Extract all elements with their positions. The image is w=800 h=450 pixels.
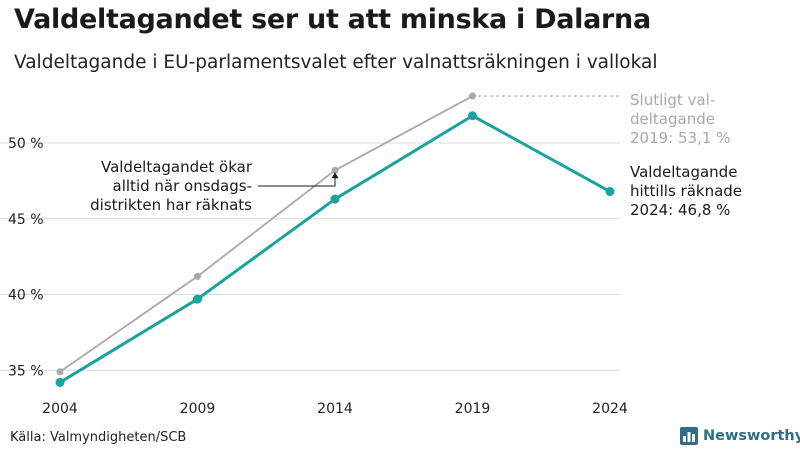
data-point-election_night	[330, 194, 340, 204]
annotation-counted-2024-line: 2024: 46,8 %	[630, 201, 730, 219]
y-tick-label: 35 %	[8, 363, 44, 379]
annotation-arrow-head	[331, 172, 339, 179]
annotation-final-2019-line: Slutligt val-	[630, 91, 715, 109]
source-note: Källa: Valmyndigheten/SCB	[10, 430, 187, 445]
data-point-final	[469, 92, 476, 100]
chart-title: Valdeltagandet ser ut att minska i Dalar…	[14, 4, 651, 35]
logo-text: Newsworthy	[703, 428, 800, 444]
annotation-wednesday-line: alltid när onsdags-	[113, 177, 252, 195]
annotation-counted-2024: Valdeltagande hittills räknade 2024: 46,8 …	[630, 163, 742, 219]
chart-subtitle: Valdeltagande i EU-parlamentsvalet efter…	[14, 52, 658, 73]
data-point-final	[194, 272, 201, 280]
x-tick-label: 2024	[592, 401, 628, 417]
data-point-election_night	[468, 111, 477, 121]
annotation-wednesday-line: Valdeltagandet ökar	[101, 158, 253, 176]
bar-chart-icon	[680, 427, 698, 445]
x-tick-label: 2014	[317, 401, 353, 417]
series-line-final	[59, 95, 473, 373]
data-point-final	[56, 368, 64, 376]
x-tick-label: 2004	[42, 401, 78, 417]
annotation-final-2019-line: deltagande	[630, 110, 715, 128]
annotation-wednesday-line: distrikten har räknats	[90, 196, 252, 214]
annotation-counted-2024-line: hittills räknade	[630, 182, 742, 200]
annotation-final-2019-line: 2019: 53,1 %	[630, 129, 730, 147]
series-line-election_night	[59, 114, 611, 384]
annotation-final-2019: Slutligt val-deltagande 2019: 53,1 %	[630, 91, 730, 147]
annotation-wednesday: Valdeltagandet ökar alltid när onsdags-di…	[90, 158, 253, 214]
data-point-election_night	[55, 377, 65, 387]
y-tick-label: 40 %	[8, 288, 44, 304]
data-point-election_night	[193, 294, 202, 304]
annotation-counted-2024-line: Valdeltagande	[630, 163, 737, 181]
y-tick-label: 45 %	[8, 212, 44, 228]
data-point-election_night	[605, 187, 615, 197]
x-tick-label: 2019	[455, 401, 491, 417]
data-point-final	[331, 166, 339, 174]
x-tick-label: 2009	[180, 401, 216, 417]
y-tick-label: 50 %	[8, 136, 44, 152]
newsworthy-logo: Newsworthy	[680, 427, 800, 445]
